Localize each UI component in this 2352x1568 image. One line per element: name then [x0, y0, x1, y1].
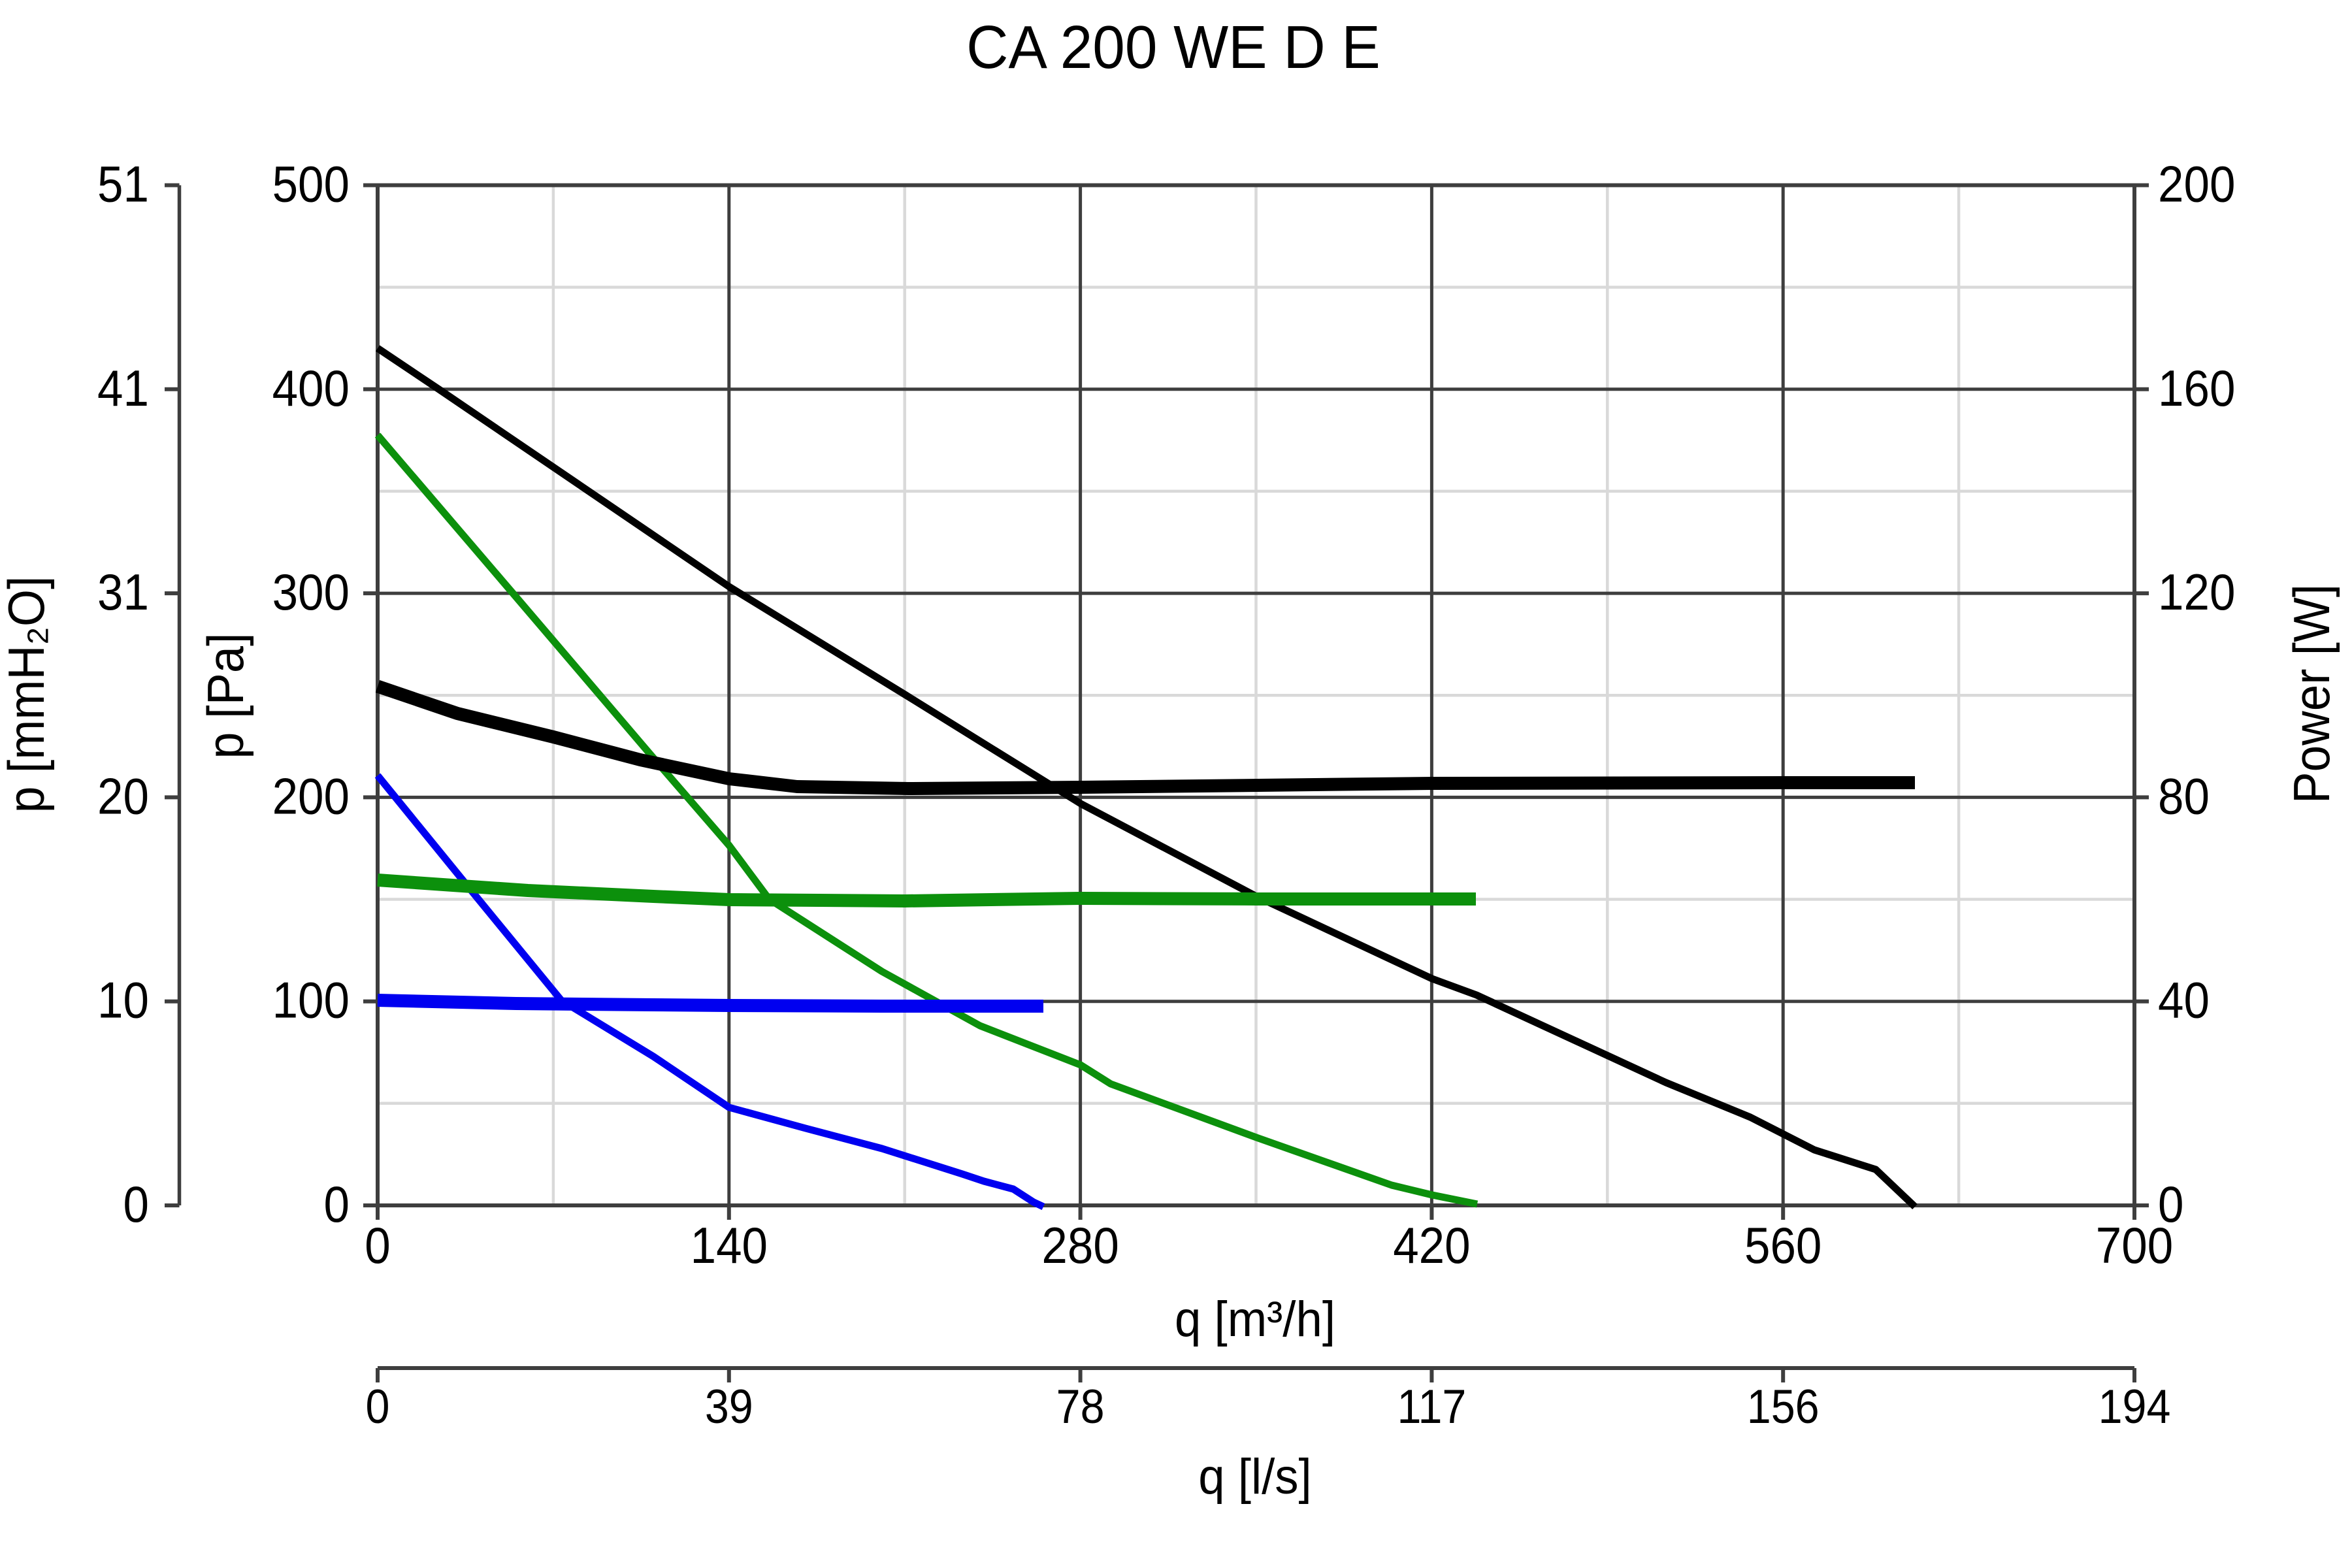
- svg-text:500: 500: [272, 155, 350, 212]
- svg-text:39: 39: [705, 1380, 753, 1433]
- svg-text:31: 31: [97, 563, 149, 621]
- svg-text:78: 78: [1056, 1380, 1105, 1433]
- svg-text:p [Pa]: p [Pa]: [197, 632, 254, 759]
- svg-text:160: 160: [2158, 359, 2235, 417]
- svg-text:194: 194: [2099, 1380, 2171, 1433]
- svg-text:300: 300: [272, 563, 350, 621]
- svg-text:280: 280: [1041, 1217, 1119, 1274]
- svg-text:400: 400: [272, 359, 350, 417]
- svg-text:Power [W]: Power [W]: [2283, 584, 2340, 804]
- svg-text:200: 200: [2158, 155, 2235, 212]
- svg-text:140: 140: [691, 1217, 768, 1274]
- svg-text:560: 560: [1744, 1217, 1821, 1274]
- svg-text:p [mmH₂O]: p [mmH₂O]: [0, 576, 56, 813]
- svg-text:41: 41: [97, 359, 149, 417]
- svg-text:10: 10: [97, 972, 149, 1029]
- svg-text:0: 0: [365, 1217, 390, 1274]
- svg-text:156: 156: [1747, 1380, 1820, 1433]
- svg-text:100: 100: [272, 972, 350, 1029]
- svg-text:51: 51: [97, 155, 149, 212]
- svg-text:CA 200 WE D E: CA 200 WE D E: [966, 14, 1380, 81]
- svg-text:20: 20: [97, 767, 149, 825]
- svg-text:200: 200: [272, 767, 350, 825]
- svg-text:420: 420: [1393, 1217, 1470, 1274]
- svg-text:700: 700: [2096, 1217, 2173, 1274]
- svg-text:117: 117: [1397, 1380, 1466, 1433]
- svg-text:0: 0: [2158, 1175, 2183, 1233]
- svg-text:q [m³/h]: q [m³/h]: [1175, 1291, 1335, 1347]
- svg-text:120: 120: [2158, 563, 2235, 621]
- svg-text:0: 0: [366, 1380, 390, 1433]
- svg-text:q [l/s]: q [l/s]: [1198, 1448, 1311, 1504]
- svg-text:0: 0: [324, 1175, 350, 1233]
- svg-text:80: 80: [2158, 767, 2210, 825]
- svg-text:40: 40: [2158, 972, 2210, 1029]
- svg-text:0: 0: [123, 1175, 149, 1233]
